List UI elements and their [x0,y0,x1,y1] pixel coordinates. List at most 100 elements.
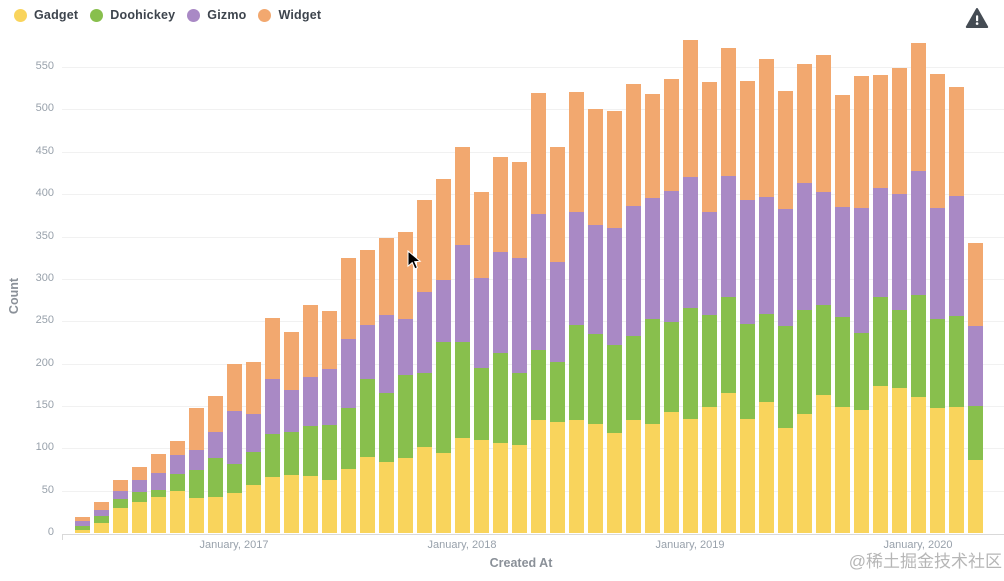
bar-segment-widget-2016-07[interactable] [112,480,128,491]
bar-segment-gadget-2017-02[interactable] [245,485,261,533]
bar-segment-doohickey-2017-02[interactable] [245,452,261,485]
bar-segment-widget-2019-05[interactable] [758,59,774,197]
bar-segment-widget-2018-01[interactable] [454,147,470,245]
bar-segment-gizmo-2019-12[interactable] [891,194,907,310]
bar-segment-widget-2020-04[interactable] [967,243,983,326]
bar-segment-doohickey-2019-10[interactable] [853,333,869,410]
bar-segment-gizmo-2020-01[interactable] [910,171,926,295]
bar-segment-gadget-2018-02[interactable] [473,440,489,533]
bar-segment-doohickey-2017-05[interactable] [302,426,318,476]
bar-segment-widget-2017-05[interactable] [302,305,318,377]
bar-segment-widget-2018-11[interactable] [644,94,660,198]
bar-segment-gadget-2018-05[interactable] [530,420,546,533]
bar-segment-widget-2018-02[interactable] [473,192,489,278]
bar-segment-doohickey-2017-09[interactable] [378,393,394,462]
bar-segment-widget-2017-12[interactable] [435,179,451,280]
bar-segment-gizmo-2017-02[interactable] [245,414,261,452]
bar-segment-gizmo-2016-10[interactable] [169,455,185,474]
bar-segment-gadget-2019-06[interactable] [777,428,793,533]
legend-item-gadget[interactable]: Gadget [14,8,78,22]
bar-segment-widget-2018-05[interactable] [530,93,546,214]
bar-segment-widget-2019-02[interactable] [701,82,717,212]
bar-segment-widget-2018-08[interactable] [587,109,603,225]
legend-item-widget[interactable]: Widget [258,8,321,22]
bar-segment-doohickey-2019-11[interactable] [872,297,888,386]
bar-segment-widget-2019-09[interactable] [834,95,850,207]
bar-segment-widget-2017-04[interactable] [283,332,299,390]
bar-segment-doohickey-2019-06[interactable] [777,326,793,428]
bar-segment-widget-2019-11[interactable] [872,75,888,188]
bar-segment-doohickey-2020-02[interactable] [929,319,945,408]
bar-segment-gizmo-2017-03[interactable] [264,379,280,434]
bar-segment-widget-2019-07[interactable] [796,64,812,183]
bar-segment-doohickey-2017-06[interactable] [321,425,337,480]
bar-segment-doohickey-2016-11[interactable] [188,470,204,498]
bar-segment-gadget-2019-10[interactable] [853,410,869,533]
bar-segment-widget-2020-03[interactable] [948,87,964,196]
bar-segment-gadget-2017-05[interactable] [302,476,318,533]
bar-segment-widget-2019-04[interactable] [739,81,755,200]
bar-segment-gizmo-2020-02[interactable] [929,208,945,319]
bar-segment-widget-2018-07[interactable] [568,92,584,212]
bar-segment-gadget-2018-04[interactable] [511,445,527,533]
bar-segment-gadget-2017-03[interactable] [264,477,280,533]
bar-segment-widget-2017-06[interactable] [321,311,337,369]
bar-segment-doohickey-2016-05[interactable] [74,526,90,530]
bar-segment-widget-2017-02[interactable] [245,362,261,414]
bar-segment-gizmo-2016-11[interactable] [188,450,204,470]
bar-segment-widget-2019-03[interactable] [720,48,736,176]
bar-segment-gizmo-2019-03[interactable] [720,176,736,297]
bar-segment-gizmo-2018-08[interactable] [587,225,603,334]
bar-segment-gizmo-2017-11[interactable] [416,292,432,373]
bar-segment-gizmo-2016-08[interactable] [131,480,147,492]
bar-segment-gadget-2019-07[interactable] [796,414,812,533]
bar-segment-gizmo-2019-09[interactable] [834,207,850,317]
bar-segment-gadget-2017-07[interactable] [340,469,356,533]
bar-segment-gadget-2019-08[interactable] [815,395,831,533]
bar-segment-gizmo-2019-07[interactable] [796,183,812,310]
bar-segment-doohickey-2019-03[interactable] [720,297,736,393]
bar-segment-gadget-2016-10[interactable] [169,491,185,533]
bar-segment-doohickey-2018-09[interactable] [606,345,622,433]
bar-segment-gizmo-2019-01[interactable] [682,177,698,308]
bar-segment-gizmo-2016-09[interactable] [150,473,166,490]
bar-segment-gizmo-2018-02[interactable] [473,278,489,368]
bar-segment-gadget-2017-12[interactable] [435,453,451,533]
bar-segment-doohickey-2017-12[interactable] [435,342,451,453]
bar-segment-widget-2017-11[interactable] [416,200,432,292]
bar-segment-gadget-2019-02[interactable] [701,407,717,533]
bar-segment-gadget-2017-11[interactable] [416,447,432,533]
bar-segment-gadget-2017-10[interactable] [397,458,413,533]
bar-segment-widget-2016-08[interactable] [131,467,147,480]
bar-segment-gizmo-2018-06[interactable] [549,262,565,362]
bar-segment-gizmo-2017-05[interactable] [302,377,318,426]
bar-segment-gadget-2018-03[interactable] [492,443,508,533]
bar-segment-gadget-2016-11[interactable] [188,498,204,533]
bar-segment-doohickey-2018-01[interactable] [454,342,470,438]
bar-segment-gadget-2019-09[interactable] [834,407,850,533]
bar-segment-gadget-2020-02[interactable] [929,408,945,533]
bar-segment-widget-2020-02[interactable] [929,74,945,208]
bar-segment-gadget-2019-12[interactable] [891,388,907,533]
bar-segment-widget-2017-03[interactable] [264,318,280,379]
bar-segment-gizmo-2018-10[interactable] [625,206,641,336]
bar-segment-doohickey-2019-12[interactable] [891,310,907,388]
bar-segment-widget-2020-01[interactable] [910,43,926,171]
bar-segment-gizmo-2016-07[interactable] [112,491,128,499]
bar-segment-widget-2017-09[interactable] [378,238,394,315]
bar-segment-gizmo-2018-09[interactable] [606,228,622,345]
bar-segment-gizmo-2016-06[interactable] [93,510,109,516]
bar-segment-doohickey-2016-06[interactable] [93,516,109,523]
bar-segment-gizmo-2019-11[interactable] [872,188,888,297]
bar-segment-widget-2019-12[interactable] [891,68,907,194]
bar-segment-widget-2019-10[interactable] [853,76,869,208]
bar-segment-doohickey-2018-11[interactable] [644,319,660,424]
bar-segment-gizmo-2019-10[interactable] [853,208,869,333]
bar-segment-gizmo-2018-05[interactable] [530,214,546,350]
bar-segment-gizmo-2019-02[interactable] [701,212,717,315]
bar-segment-gadget-2017-08[interactable] [359,457,375,533]
bar-segment-gadget-2016-05[interactable] [74,530,90,533]
bar-segment-doohickey-2017-07[interactable] [340,408,356,469]
bar-segment-gadget-2017-04[interactable] [283,475,299,533]
bar-segment-gadget-2017-06[interactable] [321,480,337,533]
